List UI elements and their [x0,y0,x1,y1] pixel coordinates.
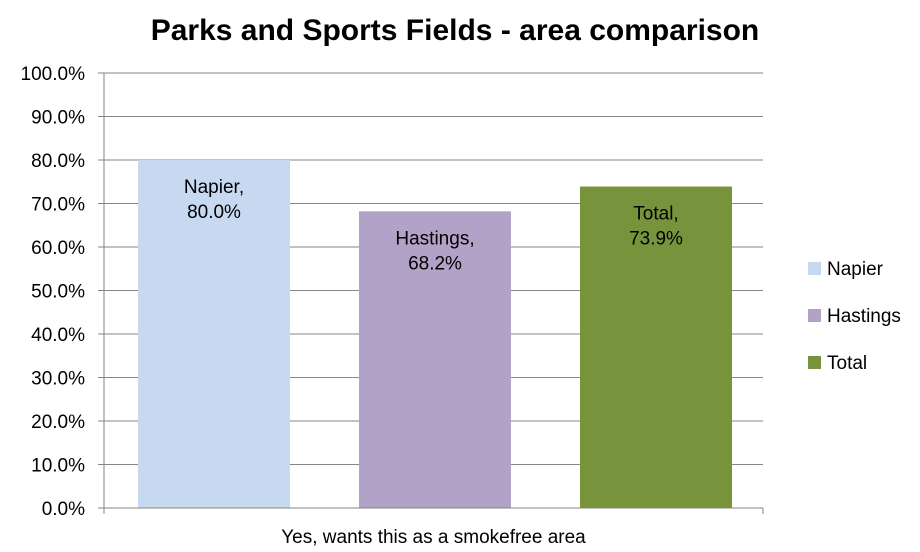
legend: Napier Hastings Total [808,259,901,374]
y-tick-label: 60.0% [31,238,85,259]
data-label-hastings: 68.2% [408,253,462,274]
axes [98,72,764,514]
data-label-total: 73.9% [629,229,683,250]
y-tick-label: 30.0% [31,369,85,390]
data-label-hastings: Hastings, [395,228,474,249]
bars [138,160,732,508]
legend-label-napier: Napier [827,259,884,280]
chart-title: Parks and Sports Fields - area compariso… [151,14,760,47]
legend-swatch-hastings [808,309,821,322]
y-tick-label: 40.0% [31,325,85,346]
y-tick-label: 90.0% [31,108,85,129]
data-label-total: Total, [633,204,678,225]
y-tick-label: 100.0% [21,64,86,85]
y-tick-label: 50.0% [31,282,85,303]
bar-napier [138,160,290,508]
data-label-napier: Napier, [184,177,244,198]
y-tick-label: 80.0% [31,151,85,172]
y-axis-tick-labels: 0.0% 10.0% 20.0% 30.0% 40.0% 50.0% 60.0% 70.0% 8… [21,64,86,520]
bar-total [580,186,732,508]
bar-hastings [359,211,511,508]
y-tick-label: 10.0% [31,456,85,477]
y-tick-label: 20.0% [31,412,85,433]
y-tick-label: 70.0% [31,195,85,216]
legend-label-hastings: Hastings [827,306,901,327]
legend-swatch-napier [808,262,821,275]
data-label-napier: 80.0% [187,202,241,223]
data-labels: Napier, 80.0% Hastings, 68.2% Total, 73.9% [184,177,683,274]
legend-label-total: Total [827,353,867,374]
y-tick-label: 0.0% [42,499,85,520]
x-category-label: Yes, wants this as a smokefree area [281,527,586,548]
legend-swatch-total [808,356,821,369]
